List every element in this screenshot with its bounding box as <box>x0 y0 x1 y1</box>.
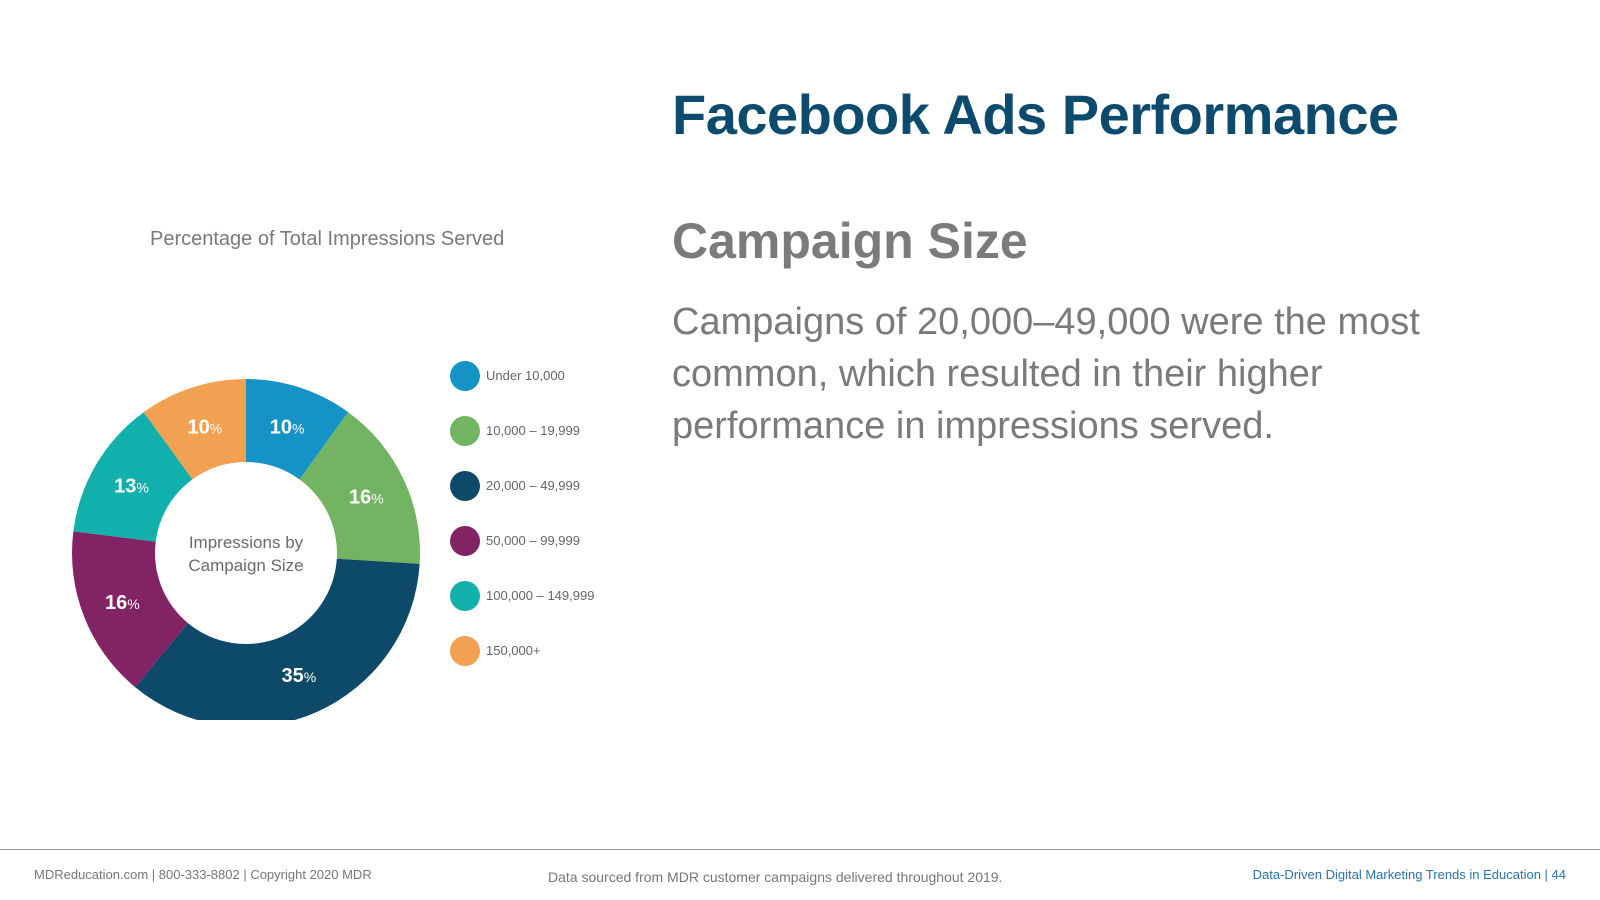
donut-center-label: Campaign Size <box>188 556 303 575</box>
legend-label: 20,000 – 49,999 <box>486 478 580 493</box>
legend-swatch <box>450 470 480 501</box>
slice-value-label: 16% <box>349 486 384 508</box>
legend-item: 150,000+ <box>450 623 594 678</box>
legend-item: 20,000 – 49,999 <box>450 458 594 513</box>
legend-label: Under 10,000 <box>486 368 565 383</box>
chart-title: Percentage of Total Impressions Served <box>150 228 505 250</box>
donut-slice <box>73 412 193 542</box>
slice-value-label: 16% <box>105 592 140 614</box>
footer-report-page: Data-Driven Digital Marketing Trends in … <box>1252 867 1566 882</box>
donut-slice <box>135 558 420 720</box>
legend-swatch <box>450 360 480 391</box>
legend-swatch <box>450 415 480 446</box>
body-text: Campaigns of 20,000–49,000 were the most… <box>672 301 1420 447</box>
footer-source-note: Data sourced from MDR customer campaigns… <box>548 869 1003 885</box>
chart-legend: Under 10,000 10,000 – 19,999 20,000 – 49,9… <box>450 348 594 678</box>
chart-panel: Percentage of Total Impressions Served 1… <box>50 210 620 720</box>
legend-swatch <box>450 580 480 611</box>
donut-slice <box>72 531 188 688</box>
slice-value-label: 10% <box>188 417 223 439</box>
slide-title: Facebook Ads Performance <box>672 83 1399 146</box>
donut-slice <box>246 379 349 480</box>
slice-value-label: 35% <box>281 665 316 687</box>
donut-slice <box>143 379 246 480</box>
section-subheading: Campaign Size <box>672 213 1028 269</box>
donut-center-label: Impressions by <box>189 533 304 552</box>
legend-label: 50,000 – 99,999 <box>486 533 580 548</box>
legend-label: 10,000 – 19,999 <box>486 423 580 438</box>
footer-divider <box>0 849 1600 850</box>
legend-item: 50,000 – 99,999 <box>450 513 594 568</box>
legend-item: Under 10,000 <box>450 348 594 403</box>
legend-label: 100,000 – 149,999 <box>486 588 595 603</box>
slice-value-label: 10% <box>270 417 305 439</box>
legend-label: 150,000+ <box>486 643 541 658</box>
legend-item: 100,000 – 149,999 <box>450 568 594 623</box>
legend-swatch <box>450 525 480 556</box>
legend-item: 10,000 – 19,999 <box>450 403 594 458</box>
donut-slice <box>299 412 420 564</box>
footer-contact: MDReducation.com | 800-333-8802 | Copyri… <box>34 867 372 882</box>
donut-chart: 10% 16% 35% 16% 13% 10% Impressions by Campaign… <box>72 379 420 720</box>
legend-swatch <box>450 635 480 666</box>
slice-value-label: 13% <box>114 475 149 497</box>
